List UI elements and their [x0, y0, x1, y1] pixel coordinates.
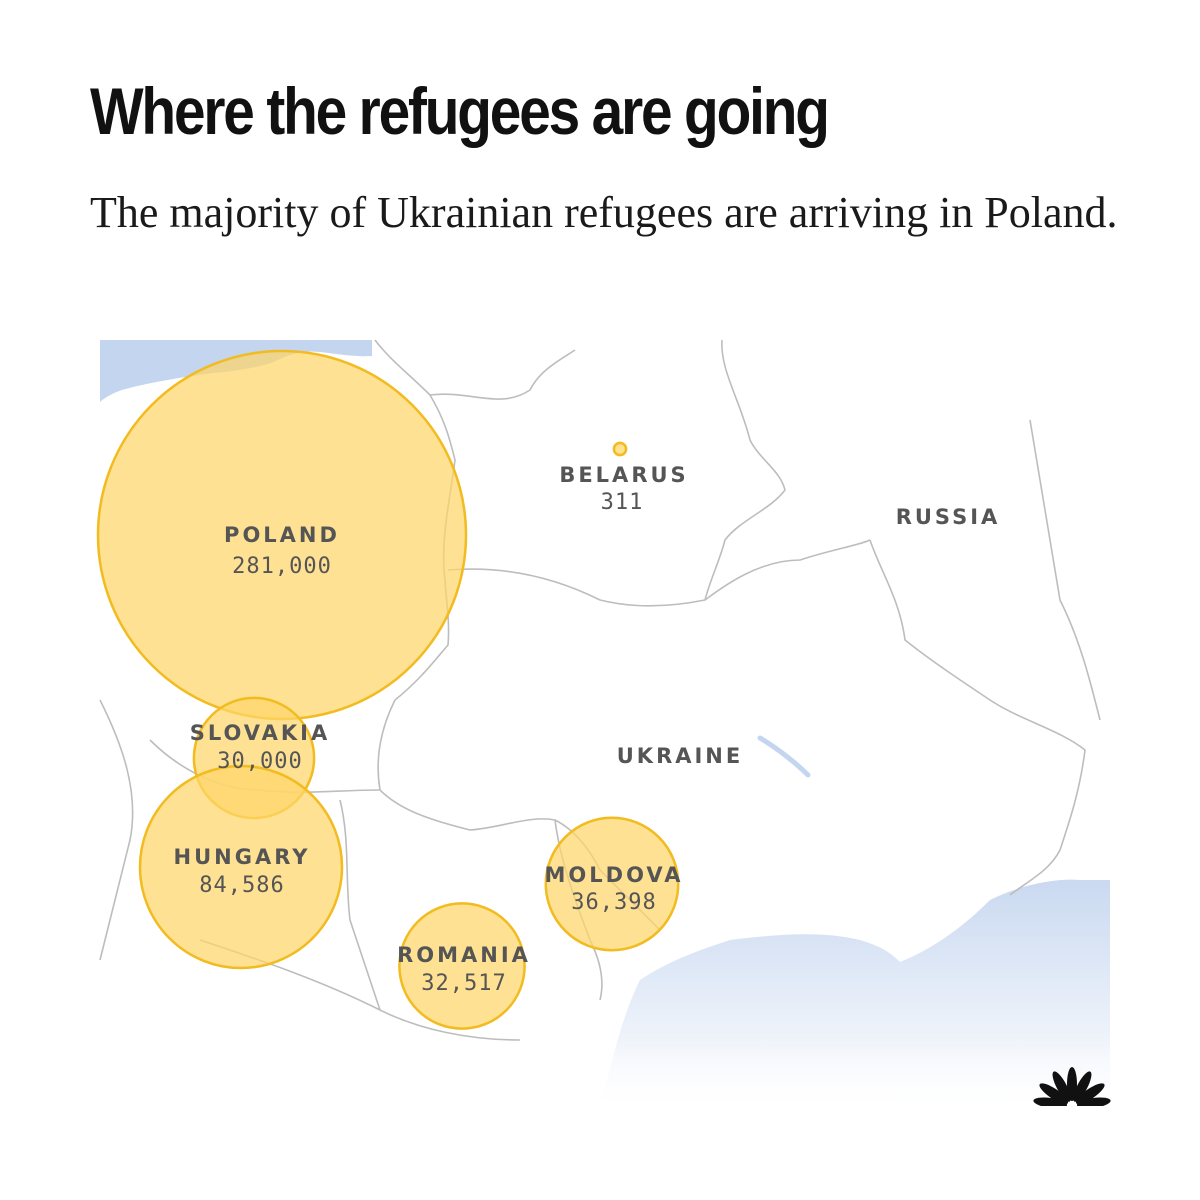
bubble-belarus	[612, 441, 628, 457]
west-border	[99, 699, 134, 961]
country-name-moldova: MOLDOVA	[545, 863, 684, 887]
bubble-layer	[96, 349, 680, 1030]
page-subtitle: The majority of Ukrainian refugees are a…	[90, 188, 1118, 237]
label-hungary: HUNGARY 84,586	[174, 845, 311, 898]
belarus-russia-border	[704, 339, 786, 601]
label-moldova: MOLDOVA 36,398	[545, 863, 684, 915]
country-value-hungary: 84,586	[199, 873, 284, 898]
region-label-ukraine: UKRAINE	[617, 744, 743, 768]
page-title: Where the refugees are going	[90, 74, 830, 148]
country-value-moldova: 36,398	[571, 890, 656, 915]
label-poland: POLAND 281,000	[224, 523, 340, 579]
country-name-romania: ROMANIA	[397, 943, 531, 967]
bubble-hungary	[138, 764, 344, 970]
region-name-ukraine: UKRAINE	[617, 744, 743, 768]
country-name-poland: POLAND	[224, 523, 340, 547]
country-name-slovakia: SLOVAKIA	[190, 721, 330, 745]
belarus-ukraine-border	[447, 539, 871, 607]
country-name-belarus: BELARUS	[559, 463, 688, 487]
label-romania: ROMANIA 32,517	[397, 943, 531, 996]
bubble-moldova	[544, 816, 680, 952]
baltic-sea	[100, 340, 372, 402]
country-value-belarus: 311	[601, 490, 644, 515]
region-name-russia: RUSSIA	[896, 505, 1001, 529]
peacock-logo-icon	[1028, 1067, 1116, 1112]
bubble-romania	[398, 902, 526, 1030]
country-value-romania: 32,517	[421, 971, 506, 996]
hungary-romania-border	[339, 799, 381, 1011]
region-label-russia: RUSSIA	[896, 505, 1001, 529]
country-value-poland: 281,000	[232, 554, 332, 579]
map-fade	[80, 1040, 1140, 1120]
border-layer	[99, 339, 1101, 1041]
label-belarus: BELARUS 311	[559, 463, 688, 515]
country-value-slovakia: 30,000	[217, 749, 302, 774]
label-slovakia: SLOVAKIA 30,000	[190, 721, 330, 774]
belarus-north-border	[429, 349, 576, 400]
russia-inner-border	[1029, 419, 1101, 721]
country-name-hungary: HUNGARY	[174, 845, 311, 869]
dnieper-reservoir	[757, 735, 811, 778]
ukraine-russia-border	[869, 539, 1086, 896]
